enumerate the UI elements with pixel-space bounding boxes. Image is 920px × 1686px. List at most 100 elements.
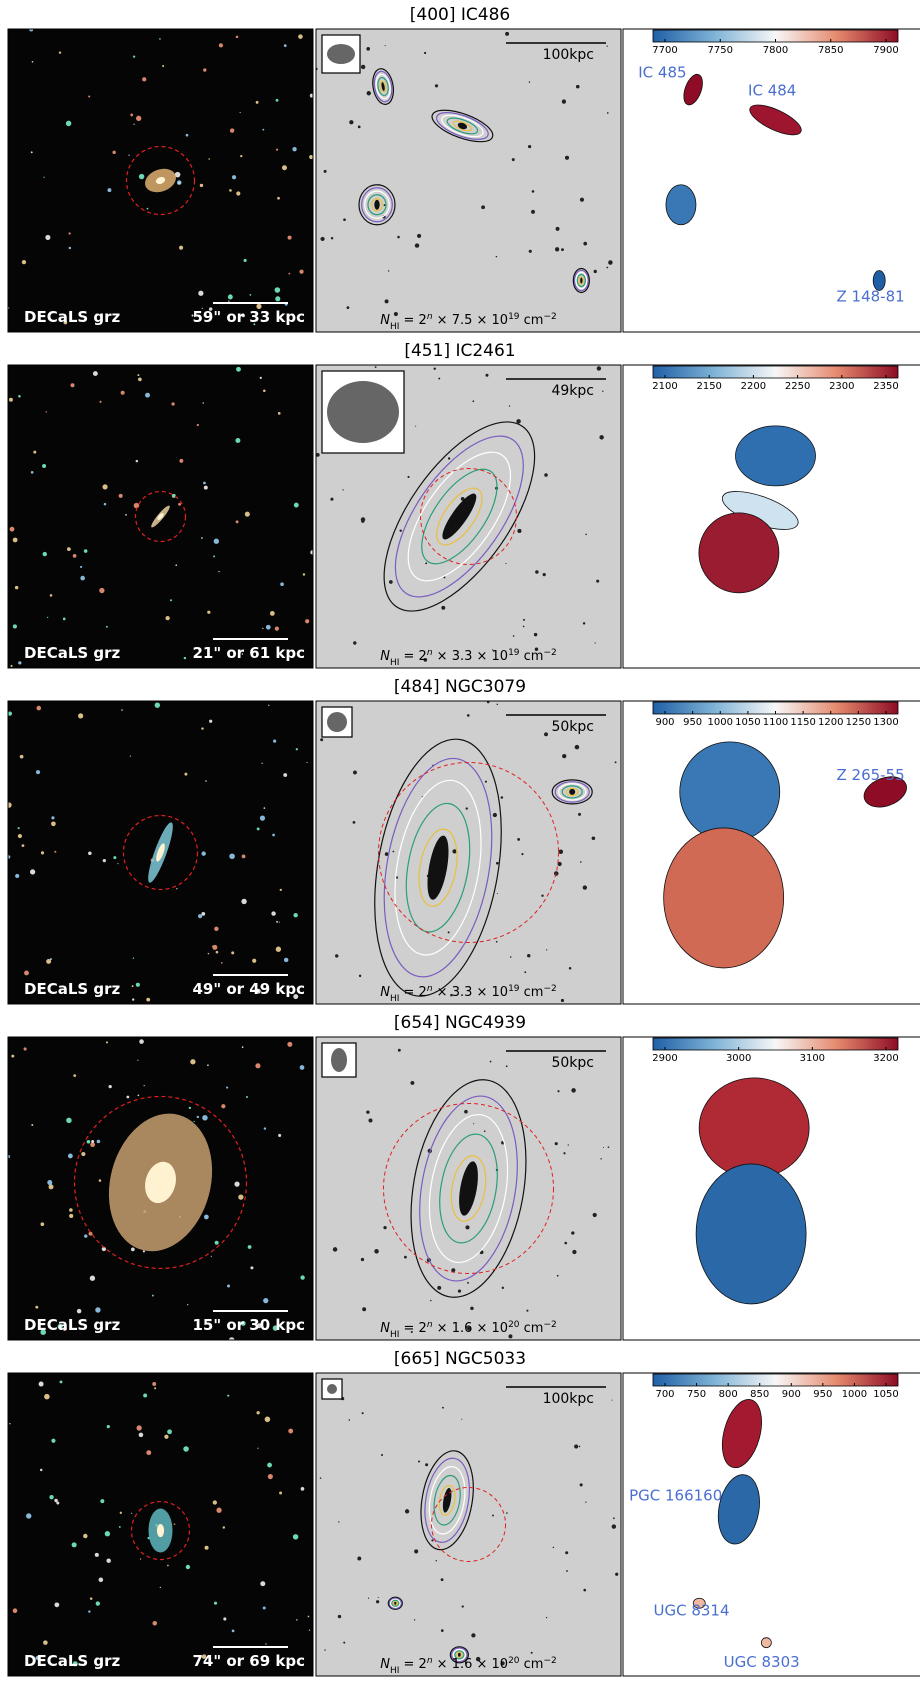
velocity-blob xyxy=(699,513,779,593)
star xyxy=(465,1225,469,1229)
star xyxy=(112,151,115,154)
label-part: × 7.5 × 10 xyxy=(433,313,509,328)
star xyxy=(211,1256,212,1257)
row-title: [654] NGC4939 xyxy=(394,1013,526,1033)
star xyxy=(602,391,603,392)
star xyxy=(298,34,303,39)
star xyxy=(282,165,287,170)
beam xyxy=(331,1048,347,1072)
colorbar-tick-label: 7750 xyxy=(708,45,733,56)
star xyxy=(69,232,71,234)
star xyxy=(568,1144,569,1145)
star xyxy=(68,1154,73,1159)
star xyxy=(99,1179,102,1182)
label-part: HI xyxy=(390,994,399,1004)
star xyxy=(309,1629,310,1630)
star xyxy=(324,1649,325,1650)
star xyxy=(276,99,279,102)
star xyxy=(374,1249,379,1254)
star xyxy=(179,246,183,250)
colorbar-tick-label: 3000 xyxy=(726,1053,751,1064)
star xyxy=(557,1090,559,1092)
star xyxy=(117,863,118,864)
star xyxy=(176,888,177,889)
label-part: × 1.6 × 10 xyxy=(433,1321,509,1336)
survey-label: DECaLS grz xyxy=(24,308,121,326)
star xyxy=(293,1534,298,1539)
star xyxy=(31,471,34,474)
label-part: HI xyxy=(390,1666,399,1676)
galaxy-label: UGC 8314 xyxy=(654,1601,730,1619)
star xyxy=(60,1380,63,1383)
star xyxy=(90,1597,93,1600)
star xyxy=(583,885,587,889)
label-part: × 1.6 × 10 xyxy=(433,1657,509,1672)
star xyxy=(246,1096,248,1098)
star xyxy=(308,1616,310,1618)
star xyxy=(264,807,266,809)
star xyxy=(268,705,269,706)
star xyxy=(529,81,530,82)
star xyxy=(50,594,53,597)
star xyxy=(532,190,535,193)
hi-panel: 50kpcNHI = 2n × 1.6 × 1020 cm−2 xyxy=(316,1037,621,1340)
star xyxy=(534,633,537,636)
star xyxy=(388,270,389,271)
star xyxy=(140,1558,141,1559)
star xyxy=(18,827,20,829)
star xyxy=(562,99,566,103)
star xyxy=(521,853,523,855)
colorbar-tick-label: 7700 xyxy=(652,45,677,56)
star xyxy=(501,796,504,799)
label-part: × 3.3 × 10 xyxy=(433,985,509,1000)
star xyxy=(583,622,585,624)
star xyxy=(596,580,599,583)
star xyxy=(275,296,280,301)
velocity-panel: 2900300031003200 xyxy=(623,1037,920,1340)
star xyxy=(296,1619,297,1620)
colorbar-tick-label: 2250 xyxy=(785,381,810,392)
star xyxy=(385,45,386,46)
star xyxy=(13,624,17,628)
star xyxy=(88,1610,90,1612)
star xyxy=(49,1184,54,1189)
star xyxy=(330,498,333,501)
galaxy-core xyxy=(157,1524,164,1537)
colorbar xyxy=(653,366,898,378)
star xyxy=(43,1640,48,1645)
star xyxy=(105,1531,110,1536)
star xyxy=(227,1395,229,1397)
star xyxy=(368,1118,372,1122)
star xyxy=(559,849,564,854)
star xyxy=(132,985,134,987)
star xyxy=(66,121,72,127)
star xyxy=(531,210,535,214)
star xyxy=(569,967,572,970)
row-title: [451] IC2461 xyxy=(404,341,515,361)
star xyxy=(565,156,569,160)
star xyxy=(399,529,401,531)
beam xyxy=(327,381,399,443)
star xyxy=(366,1110,369,1113)
label-part: cm xyxy=(520,313,544,328)
star xyxy=(338,1615,341,1618)
star xyxy=(54,1499,57,1502)
page: {"rows": [ {"title": "[400] IC486", "opt… xyxy=(0,0,920,1682)
star xyxy=(599,435,603,439)
star xyxy=(383,1226,386,1229)
star xyxy=(24,970,29,975)
star xyxy=(381,1454,383,1456)
label-part: 19 xyxy=(508,648,520,658)
star xyxy=(415,243,419,247)
star xyxy=(268,1474,273,1479)
star xyxy=(580,861,582,863)
star xyxy=(213,555,215,557)
star xyxy=(13,1608,18,1613)
star xyxy=(235,438,240,443)
star xyxy=(523,626,525,628)
star xyxy=(284,958,288,962)
star xyxy=(223,1526,225,1528)
star xyxy=(213,1500,217,1504)
star xyxy=(69,1214,73,1218)
star xyxy=(113,856,116,859)
